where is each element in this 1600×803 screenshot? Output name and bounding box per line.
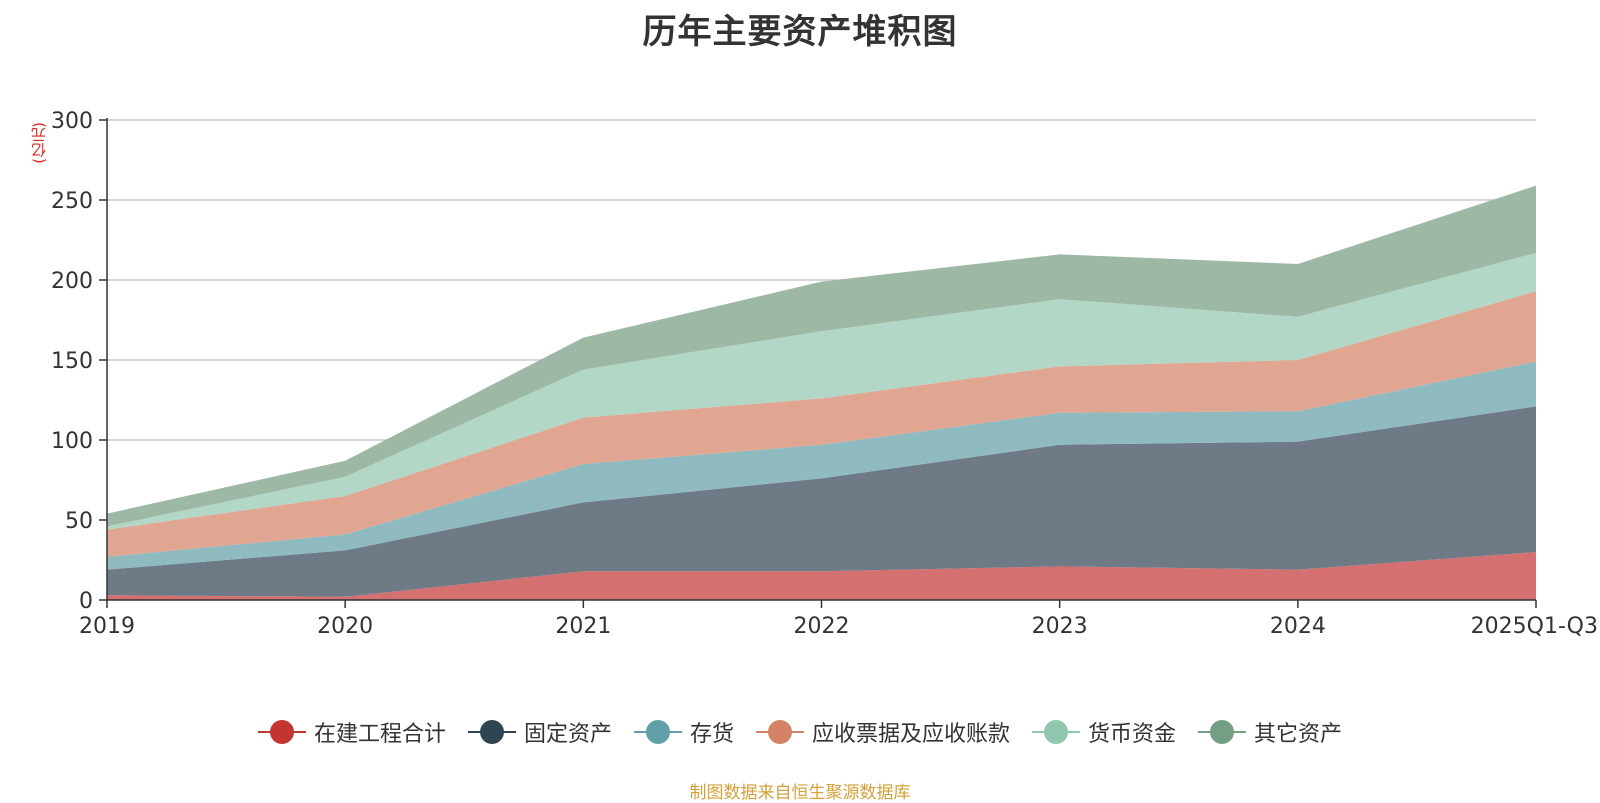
area-series-4[interactable] bbox=[107, 291, 1536, 557]
x-tick-label: 2020 bbox=[317, 614, 373, 639]
legend-marker-icon bbox=[1198, 720, 1247, 744]
legend-label: 货币资金 bbox=[1088, 722, 1177, 747]
area-series-3[interactable] bbox=[107, 361, 1536, 570]
x-tick-label: 2025Q1-Q3 bbox=[1471, 614, 1598, 639]
legend-marker-icon bbox=[1032, 720, 1081, 744]
source-note: 制图数据来自恒生聚源数据库 bbox=[689, 783, 911, 803]
area-series bbox=[107, 185, 1536, 600]
legend-marker-icon bbox=[257, 720, 306, 744]
x-tick-label: 2021 bbox=[555, 614, 611, 639]
legend-marker-icon bbox=[756, 720, 804, 744]
legend-marker-icon bbox=[467, 720, 516, 744]
area-series-1[interactable] bbox=[107, 552, 1536, 600]
axes bbox=[99, 118, 1537, 608]
y-axis-unit-label: (亿元) bbox=[30, 122, 48, 164]
y-tick-label: 100 bbox=[51, 429, 93, 454]
legend-item[interactable]: 存货 bbox=[633, 716, 734, 748]
x-tick-label: 2024 bbox=[1270, 614, 1326, 639]
y-tick-label: 300 bbox=[51, 109, 93, 134]
x-tick-label: 2023 bbox=[1032, 614, 1088, 639]
tick-labels: 0 50 100 150 200 250 300 2019 2020 2021 2022 2023 20… bbox=[51, 109, 1598, 639]
y-tick-label: 150 bbox=[51, 349, 93, 374]
area-series-6[interactable] bbox=[107, 185, 1536, 527]
area-series-5[interactable] bbox=[107, 252, 1536, 530]
x-tick-label: 2022 bbox=[794, 614, 850, 639]
legend-item[interactable]: 应收票据及应收账款 bbox=[756, 716, 1010, 748]
legend-label: 存货 bbox=[689, 722, 734, 747]
chart-title: 历年主要资产堆积图 bbox=[642, 12, 958, 52]
y-tick-label: 250 bbox=[51, 189, 93, 214]
x-tick-label: 2019 bbox=[79, 614, 135, 639]
legend-label: 应收票据及应收账款 bbox=[812, 722, 1011, 747]
legend-label: 其它资产 bbox=[1254, 722, 1343, 747]
y-tick-label: 0 bbox=[79, 589, 93, 614]
legend-item[interactable]: 货币资金 bbox=[1032, 716, 1176, 748]
legend-item[interactable]: 固定资产 bbox=[467, 716, 612, 748]
legend: 在建工程合计 固定资产 存货 应收票据及应收账款 货币资金 其它资产 bbox=[0, 716, 1600, 748]
y-tick-label: 200 bbox=[51, 269, 93, 294]
legend-label: 在建工程合计 bbox=[313, 722, 446, 747]
legend-item[interactable]: 在建工程合计 bbox=[257, 716, 446, 748]
legend-label: 固定资产 bbox=[523, 722, 612, 747]
legend-marker-icon bbox=[633, 720, 682, 744]
area-series-2[interactable] bbox=[107, 406, 1536, 597]
legend-item[interactable]: 其它资产 bbox=[1198, 716, 1342, 748]
y-tick-label: 50 bbox=[65, 509, 93, 534]
